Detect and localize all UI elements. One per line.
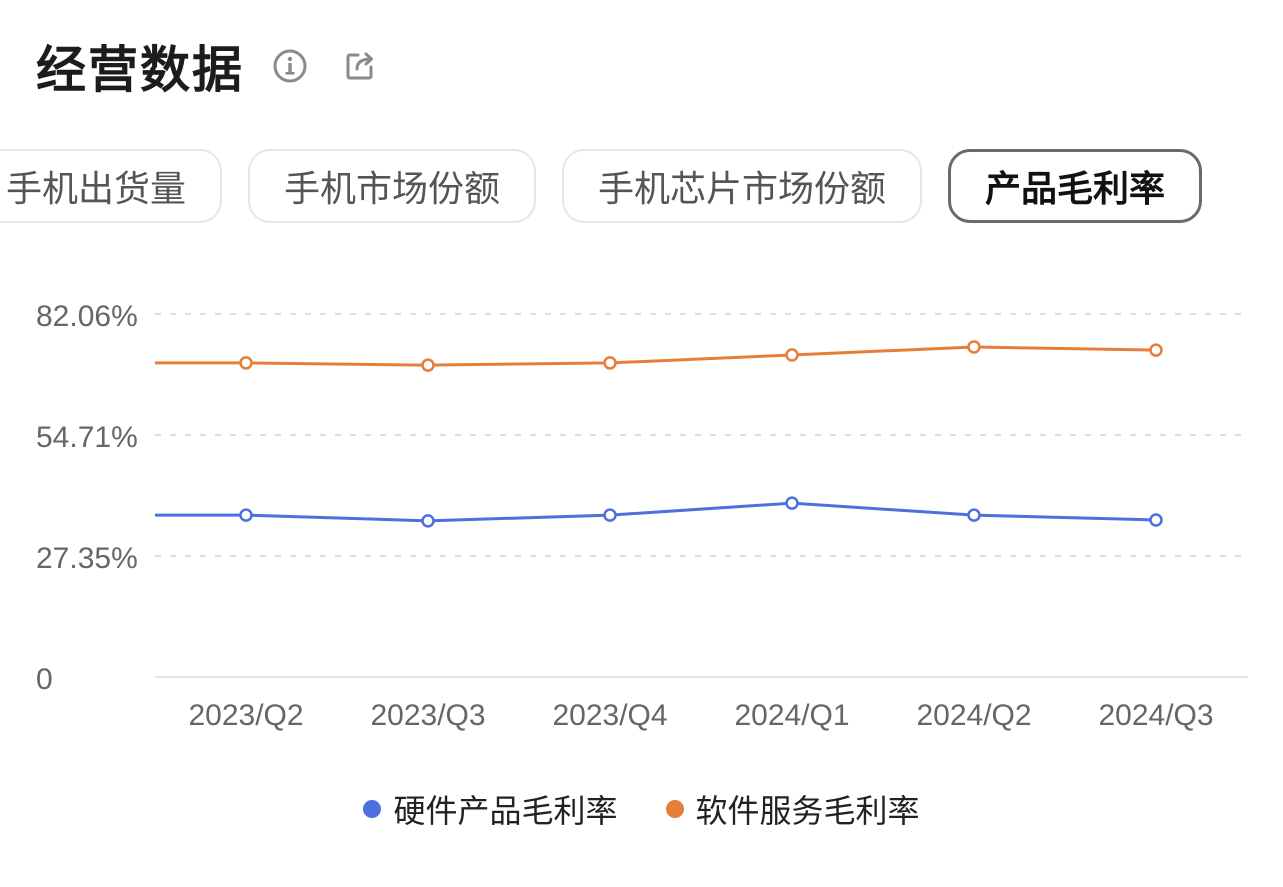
header: 经营数据: [36, 30, 380, 102]
tab-label: 产品毛利率: [985, 168, 1166, 209]
info-icon[interactable]: [270, 46, 310, 86]
x-tick-label: 2024/Q3: [1098, 699, 1213, 732]
data-point[interactable]: [603, 508, 617, 522]
x-tick-label: 2023/Q2: [188, 699, 303, 732]
metric-tabs: 手机出货量 手机市场份额 手机芯片市场份额 产品毛利率: [0, 149, 1203, 223]
data-point[interactable]: [603, 356, 617, 370]
tab-label: 手机出货量: [6, 168, 187, 209]
data-point[interactable]: [785, 348, 799, 362]
line-chart: 0 27.35% 54.71% 82.06% 2023/Q2 2023/Q3 2023/Q4…: [36, 300, 1248, 732]
legend-dot-hardware: [363, 800, 382, 818]
data-point[interactable]: [785, 496, 799, 510]
legend-label: 硬件产品毛利率: [393, 793, 618, 829]
tab-label: 手机市场份额: [284, 168, 501, 209]
share-icon[interactable]: [340, 46, 380, 86]
tab-phone-shipments[interactable]: 手机出货量: [0, 149, 223, 223]
data-point[interactable]: [421, 514, 435, 528]
x-tick-label: 2024/Q2: [916, 699, 1031, 732]
x-tick-label: 2024/Q1: [734, 699, 849, 732]
data-point[interactable]: [967, 508, 981, 522]
legend-item-software[interactable]: 软件服务毛利率: [665, 786, 920, 832]
legend-dot-software: [665, 800, 684, 818]
y-tick-label: 0: [36, 663, 53, 696]
series-line: [155, 345, 1157, 367]
data-point[interactable]: [1149, 513, 1163, 527]
page-title: 经营数据: [36, 42, 244, 98]
legend-label: 软件服务毛利率: [695, 793, 920, 829]
legend-item-hardware[interactable]: 硬件产品毛利率: [363, 786, 618, 832]
data-point[interactable]: [421, 358, 435, 372]
tab-chip-market-share[interactable]: 手机芯片市场份额: [562, 149, 923, 223]
x-tick-label: 2023/Q3: [370, 699, 485, 732]
y-tick-label: 27.35%: [36, 542, 138, 575]
tab-phone-market-share[interactable]: 手机市场份额: [248, 149, 537, 223]
series-line: [155, 501, 1157, 523]
data-point[interactable]: [967, 340, 981, 354]
y-tick-label: 82.06%: [36, 300, 138, 333]
data-point[interactable]: [239, 508, 253, 522]
y-tick-label: 54.71%: [36, 421, 138, 454]
x-tick-label: 2023/Q4: [552, 699, 667, 732]
tab-label: 手机芯片市场份额: [598, 168, 887, 209]
data-point[interactable]: [1149, 343, 1163, 357]
chart-legend: 硬件产品毛利率 软件服务毛利率: [0, 786, 1283, 832]
tab-gross-margin[interactable]: 产品毛利率: [948, 149, 1203, 223]
data-point[interactable]: [239, 356, 253, 370]
